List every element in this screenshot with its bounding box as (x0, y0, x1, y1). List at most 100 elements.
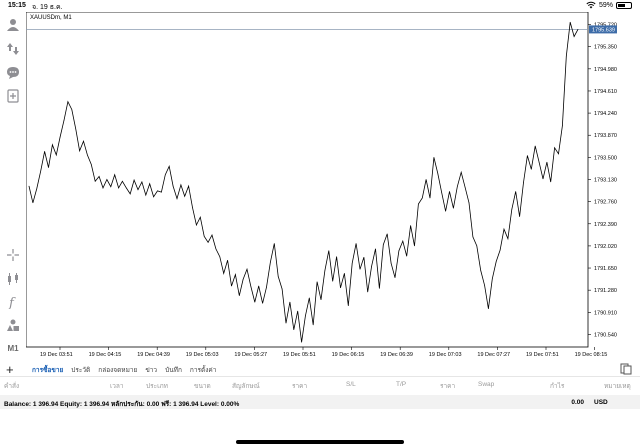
price-point (274, 243, 275, 244)
chat-icon[interactable] (4, 64, 22, 82)
price-point (363, 257, 365, 258)
price-point (394, 277, 396, 278)
price-point (320, 299, 322, 301)
price-point (573, 36, 575, 37)
column-header-10: กำไร (550, 383, 565, 390)
price-point (254, 301, 256, 303)
price-point (75, 128, 76, 129)
chart-canvas[interactable]: 1795.7201795.3501794.9801794.6101794.240… (26, 12, 640, 357)
price-point (503, 228, 505, 230)
battery-percent: 59% (598, 1, 613, 9)
price-point (507, 238, 509, 239)
price-point (418, 203, 419, 205)
price-point (114, 174, 115, 175)
y-tick-label: 1793.500 (594, 155, 617, 161)
terminal-tabs: การซื้อขาย ประวัติ กล่องจดหมาย ข่าว บันทึก กา… (32, 365, 216, 375)
column-header-0: คำสั่ง (4, 383, 20, 390)
price-point (324, 270, 326, 271)
tab-5[interactable]: การตั้งค่า (189, 367, 217, 374)
tab-4[interactable]: บันทึก (165, 367, 182, 374)
column-header-11: หมายเหตุ (604, 383, 631, 390)
x-tick-label: 19 Dec 05:03 (186, 352, 219, 357)
price-point (422, 197, 423, 199)
balance-row: Balance: 1 396.94 Equity: 1 396.94 หลักป… (0, 395, 640, 409)
function-icon[interactable]: f (4, 293, 22, 311)
status-right: 59% (586, 1, 632, 9)
price-point (36, 188, 38, 189)
price-point (316, 281, 318, 283)
price-point (258, 285, 259, 287)
price-point (402, 240, 404, 242)
price-point (344, 273, 345, 274)
terminal-nav: + การซื้อขาย ประวัติ กล่องจดหมาย ข่าว บันทึก… (0, 361, 640, 377)
price-point (484, 285, 485, 286)
tab-2[interactable]: กล่องจดหมาย (98, 367, 138, 374)
y-tick-label: 1794.980 (594, 67, 617, 73)
price-point (480, 270, 482, 271)
price-point (196, 224, 197, 226)
price-point (133, 179, 135, 181)
price-point (192, 207, 193, 208)
price-point (359, 268, 361, 270)
price-point (102, 187, 104, 189)
column-header-9: Swap (478, 381, 495, 388)
home-indicator[interactable] (236, 440, 404, 444)
tab-3[interactable]: ข่าว (145, 367, 158, 374)
price-point (246, 268, 248, 270)
price-point (180, 184, 182, 186)
tab-0[interactable]: การซื้อขาย (32, 367, 64, 374)
price-point (71, 109, 73, 110)
price-series-line (28, 22, 579, 343)
x-tick-label: 19 Dec 03:51 (40, 352, 73, 357)
y-tick-label: 1793.130 (594, 178, 617, 184)
document-icon[interactable] (620, 363, 632, 375)
current-price-tag (589, 25, 617, 34)
column-header-8: ราคา (440, 383, 456, 390)
price-point (149, 183, 150, 184)
price-point (449, 191, 450, 192)
price-point (305, 315, 306, 317)
price-point (328, 250, 330, 251)
indicators-icon[interactable] (4, 270, 22, 288)
y-tick-label: 1790.540 (594, 332, 617, 338)
account-icon[interactable] (4, 16, 22, 34)
price-point (468, 202, 470, 204)
crosshair-icon[interactable] (4, 246, 22, 264)
price-point (137, 189, 139, 190)
price-point (106, 179, 108, 180)
price-point (488, 308, 489, 310)
price-chart[interactable]: 1795.7201795.3501794.9801794.6101794.240… (26, 12, 640, 357)
price-point (542, 178, 544, 180)
x-tick-label: 19 Dec 04:15 (89, 352, 122, 357)
price-point (332, 280, 334, 282)
price-point (153, 196, 154, 198)
svg-text:f: f (8, 296, 16, 309)
wifi-icon (586, 1, 596, 9)
tab-1[interactable]: ประวัติ (71, 367, 91, 374)
price-point (386, 233, 388, 235)
new-order-icon[interactable] (4, 87, 22, 105)
price-point (285, 322, 287, 324)
price-point (309, 297, 310, 299)
price-point (52, 144, 53, 146)
x-tick-label: 19 Dec 05:27 (234, 352, 267, 357)
plot-frame (26, 12, 589, 348)
price-point (515, 191, 516, 192)
price-point (523, 182, 524, 183)
price-point (266, 286, 267, 288)
timeframe-button[interactable]: M1 (4, 339, 22, 357)
price-point (492, 278, 493, 280)
price-point (262, 303, 263, 304)
price-point (460, 172, 462, 173)
price-point (476, 245, 478, 247)
trade-arrows-icon[interactable] (4, 40, 22, 58)
column-header-4: สัญลักษณ์ (232, 383, 260, 390)
x-tick-label: 19 Dec 04:39 (137, 352, 170, 357)
price-point (293, 329, 295, 331)
price-point (281, 288, 283, 290)
price-point (44, 151, 45, 152)
add-icon[interactable]: + (6, 362, 14, 377)
objects-icon[interactable] (4, 316, 22, 334)
price-point (231, 285, 232, 287)
price-point (390, 262, 392, 264)
